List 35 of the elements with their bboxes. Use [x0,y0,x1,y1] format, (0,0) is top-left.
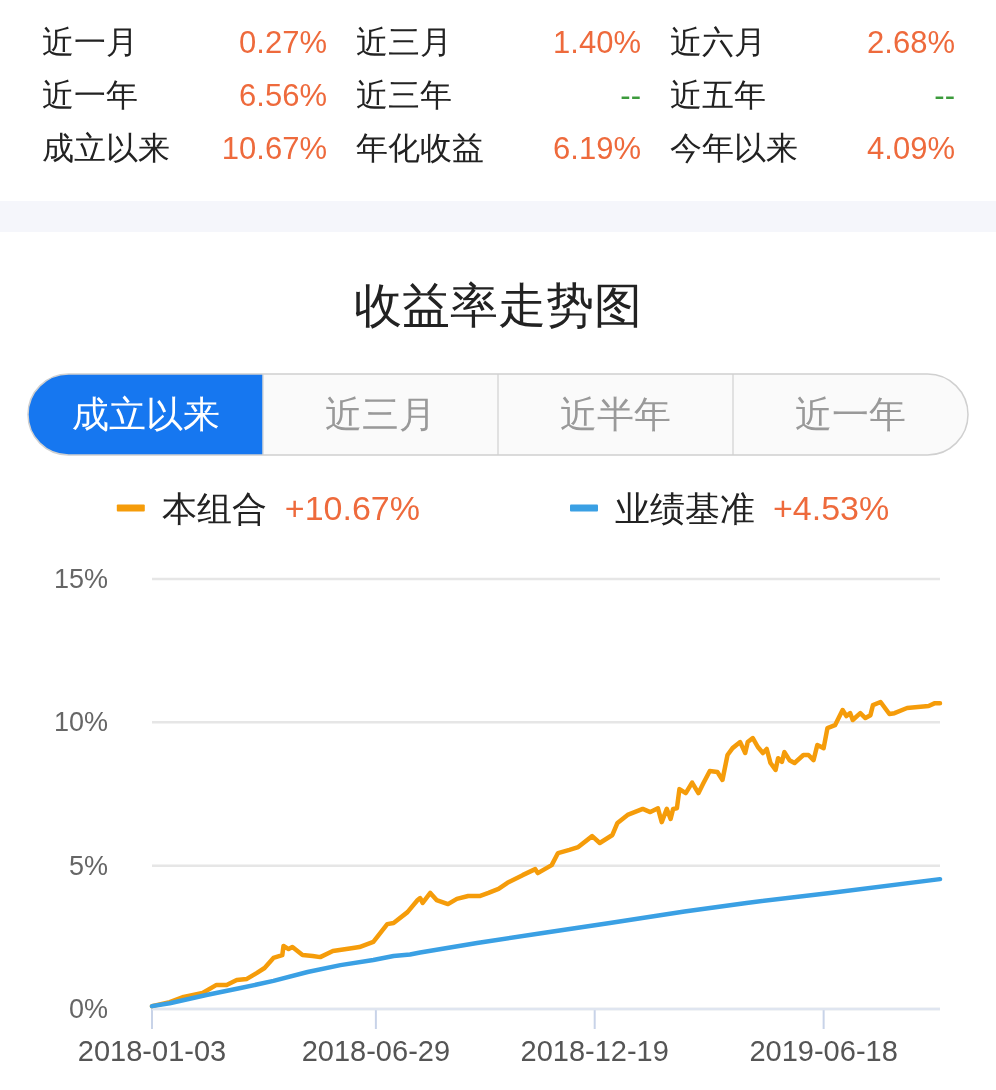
text: 成立以来 [71,394,220,435]
x-tick-label: 2019-06-18 [749,1035,898,1067]
text: 近三月 [325,394,436,435]
text: 6.19% [553,130,641,166]
y-tick-label: 5% [68,850,108,881]
text: 近一年 [42,77,138,113]
text: 6.56% [239,77,327,113]
text: 近五年 [670,77,766,113]
text: 近六月 [670,24,766,60]
y-tick-label: 0% [68,994,108,1024]
chart-title: 收益率走势图 [354,278,642,332]
text: +10.67% [284,489,420,527]
text: 近三月 [356,24,452,60]
text: 近一年 [795,394,906,435]
text: 4.09% [867,130,955,166]
text: -- [620,77,641,113]
text: 1.40% [553,24,641,60]
text: 2.68% [867,24,955,60]
y-tick-label: 15% [53,564,108,594]
x-tick-label: 2018-01-03 [77,1035,227,1067]
text: 近一月 [42,24,138,60]
legend-label: 本组合 [161,488,267,528]
legend-label: 业绩基准 [615,488,755,528]
text: +4.53% [773,489,890,527]
text: 成立以来 [42,130,170,166]
text: 10.67% [221,130,327,166]
x-tick-label: 2018-12-19 [520,1035,669,1067]
text: 年化收益 [356,130,484,166]
x-tick-label: 2018-06-29 [301,1035,451,1067]
text: -- [934,77,955,113]
text: 0.27% [239,24,327,60]
y-tick-label: 10% [53,707,108,738]
text: 近三年 [356,77,452,113]
text: 近半年 [560,394,671,435]
text: 今年以来 [670,130,798,166]
